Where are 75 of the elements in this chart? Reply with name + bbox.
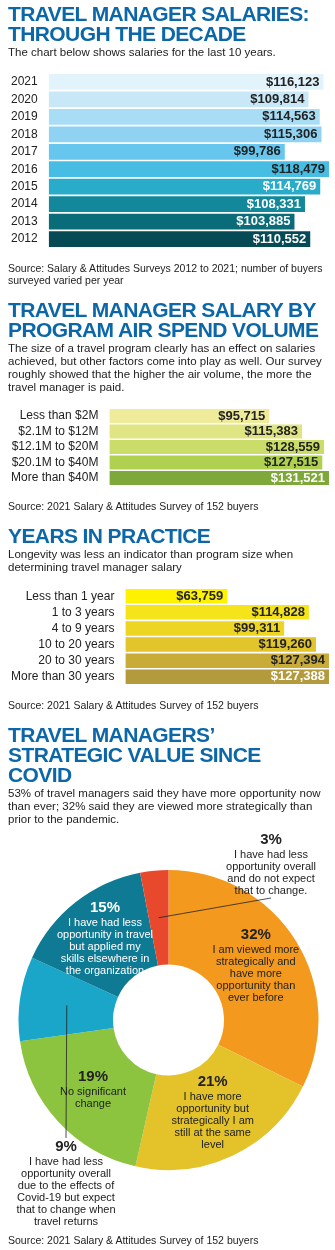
chart-subtitle: The chart below shows salaries for the last 10 years.: [8, 46, 277, 59]
bar: [125, 637, 316, 652]
data-label: $99,311: [233, 620, 281, 636]
source-note: Source: Salary & Attitudes Surveys 2012 to 2021; number of buyers surveyed varied per year: [8, 262, 324, 286]
y-tick-label: $20.1M to $40M: [11, 454, 99, 469]
data-label: $127,394: [270, 652, 326, 668]
data-label: $99,786: [233, 143, 281, 159]
y-tick-label: 2020: [10, 91, 39, 106]
data-label: $110,552: [252, 230, 307, 246]
bar: [48, 126, 322, 143]
y-tick-label: Less than $2M: [19, 408, 99, 423]
y-tick-label: 2017: [10, 144, 39, 159]
y-tick-label: 2012: [10, 231, 39, 246]
bar: [125, 653, 329, 668]
bar: [48, 143, 285, 160]
y-tick-label: 10 to 20 years: [38, 636, 115, 651]
data-label: $131,521: [270, 469, 325, 485]
y-tick-label: $12.1M to $20M: [11, 439, 99, 454]
data-label: $63,759: [176, 587, 224, 603]
chart-subtitle: The size of a travel program clearly has an effect on salaries achieved, but other factors come into play as well. Our survey roughly showed that the higher the air volume, the more the travel manager is paid.: [8, 342, 323, 394]
y-tick-label: More than $40M: [10, 470, 99, 485]
chart-subtitle: Longevity was less an indicator than program size when determining travel manager salary: [8, 548, 295, 574]
data-label: $118,479: [271, 160, 325, 176]
data-label: $114,828: [251, 603, 305, 619]
y-tick-label: 2018: [10, 126, 39, 141]
data-label: 19%: [78, 1066, 109, 1084]
bar: [48, 108, 320, 125]
data-label: $116,123: [265, 73, 320, 89]
chart-title: TRAVEL MANAGER SALARY BY PROGRAM AIR SPEND VOLUME: [8, 298, 320, 341]
data-label: 32%: [240, 924, 271, 942]
y-tick-label: 4 to 9 years: [51, 620, 115, 635]
y-tick-label: 2019: [10, 109, 39, 124]
data-label: $119,260: [258, 636, 312, 652]
data-label: $115,306: [263, 125, 318, 141]
slice-label: I have more opportunity but strategically I am still at the same level: [171, 1089, 254, 1150]
y-tick-label: 2015: [10, 179, 39, 193]
bar: [48, 161, 329, 178]
y-tick-label: 2021: [10, 74, 39, 89]
y-tick-label: 2013: [10, 213, 39, 228]
chart-title: TRAVEL MANAGERS’ STRATEGIC VALUE SINCE COVID: [8, 723, 262, 786]
y-tick-label: 1 to 3 years: [51, 604, 115, 619]
slice-label: I have had less opportunity overall due to the effects of Covid-19 but expect that to change when travel returns: [16, 1154, 116, 1227]
data-label: $95,715: [218, 407, 266, 423]
data-label: 21%: [197, 1071, 228, 1089]
bar: [48, 231, 311, 247]
y-tick-label: Less than 1 year: [25, 588, 115, 603]
data-label: $127,515: [264, 454, 319, 470]
source-note: Source: 2021 Salary & Attitudes Survey of 152 buyers: [8, 1234, 260, 1246]
data-label: 3%: [260, 829, 282, 847]
data-label: 15%: [89, 898, 120, 916]
bar: [48, 178, 321, 195]
slice-label: I am viewed more strategically and have more opportunity than ever before: [212, 942, 300, 1003]
bar: [125, 621, 285, 636]
source-note: Source: 2021 Salary & Attitudes Survey of 152 buyers: [8, 500, 260, 512]
bar: [48, 74, 324, 90]
chart-title: YEARS IN PRACTICE: [8, 524, 212, 547]
y-tick-label: 20 to 30 years: [38, 652, 115, 667]
data-label: $128,559: [265, 438, 321, 454]
data-label: $103,885: [236, 213, 291, 229]
data-label: $127,388: [270, 668, 325, 684]
y-tick-label: $2.1M to $12M: [18, 423, 99, 438]
data-label: 9%: [55, 1136, 77, 1154]
y-tick-label: More than 30 years: [11, 669, 115, 684]
source-note: Source: 2021 Salary & Attitudes Survey of 152 buyers: [8, 699, 260, 711]
y-tick-label: 2016: [10, 161, 39, 176]
data-label: $109,814: [250, 90, 306, 106]
chart-subtitle: 53% of travel managers said they have more opportunity now than ever; 32% said they are viewed more strategically than prior to the pandemic.: [8, 787, 322, 826]
bar: [48, 196, 305, 213]
y-tick-label: 2014: [10, 196, 39, 211]
data-label: $108,331: [246, 195, 301, 211]
data-label: $114,563: [262, 108, 316, 124]
data-label: $115,383: [244, 423, 299, 439]
bar: [125, 605, 309, 620]
data-label: $114,769: [262, 178, 317, 194]
chart-title: TRAVEL MANAGER SALARIES: THROUGH THE DECADE: [8, 2, 310, 45]
